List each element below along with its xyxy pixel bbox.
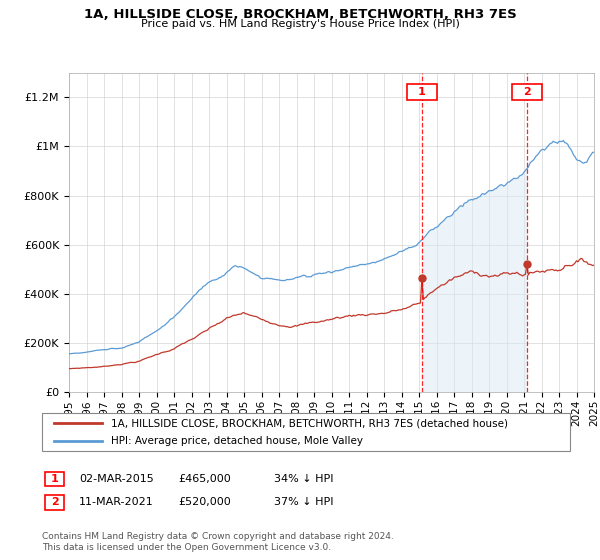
Text: 34% ↓ HPI: 34% ↓ HPI bbox=[274, 474, 334, 484]
Bar bbox=[407, 85, 437, 100]
Text: 1A, HILLSIDE CLOSE, BROCKHAM, BETCHWORTH, RH3 7ES: 1A, HILLSIDE CLOSE, BROCKHAM, BETCHWORTH… bbox=[83, 8, 517, 21]
Text: 1: 1 bbox=[51, 474, 58, 484]
Text: 11-MAR-2021: 11-MAR-2021 bbox=[79, 497, 154, 507]
Text: 2: 2 bbox=[523, 87, 531, 97]
Text: £520,000: £520,000 bbox=[178, 497, 231, 507]
Text: 02-MAR-2015: 02-MAR-2015 bbox=[79, 474, 154, 484]
Text: 37% ↓ HPI: 37% ↓ HPI bbox=[274, 497, 334, 507]
Text: HPI: Average price, detached house, Mole Valley: HPI: Average price, detached house, Mole… bbox=[111, 436, 363, 446]
Text: 1: 1 bbox=[418, 87, 426, 97]
Text: 2: 2 bbox=[51, 497, 58, 507]
Text: Contains HM Land Registry data © Crown copyright and database right 2024.
This d: Contains HM Land Registry data © Crown c… bbox=[42, 532, 394, 552]
Bar bbox=[512, 85, 542, 100]
Text: Price paid vs. HM Land Registry's House Price Index (HPI): Price paid vs. HM Land Registry's House … bbox=[140, 19, 460, 29]
Text: £465,000: £465,000 bbox=[178, 474, 231, 484]
Text: 1A, HILLSIDE CLOSE, BROCKHAM, BETCHWORTH, RH3 7ES (detached house): 1A, HILLSIDE CLOSE, BROCKHAM, BETCHWORTH… bbox=[111, 418, 508, 428]
